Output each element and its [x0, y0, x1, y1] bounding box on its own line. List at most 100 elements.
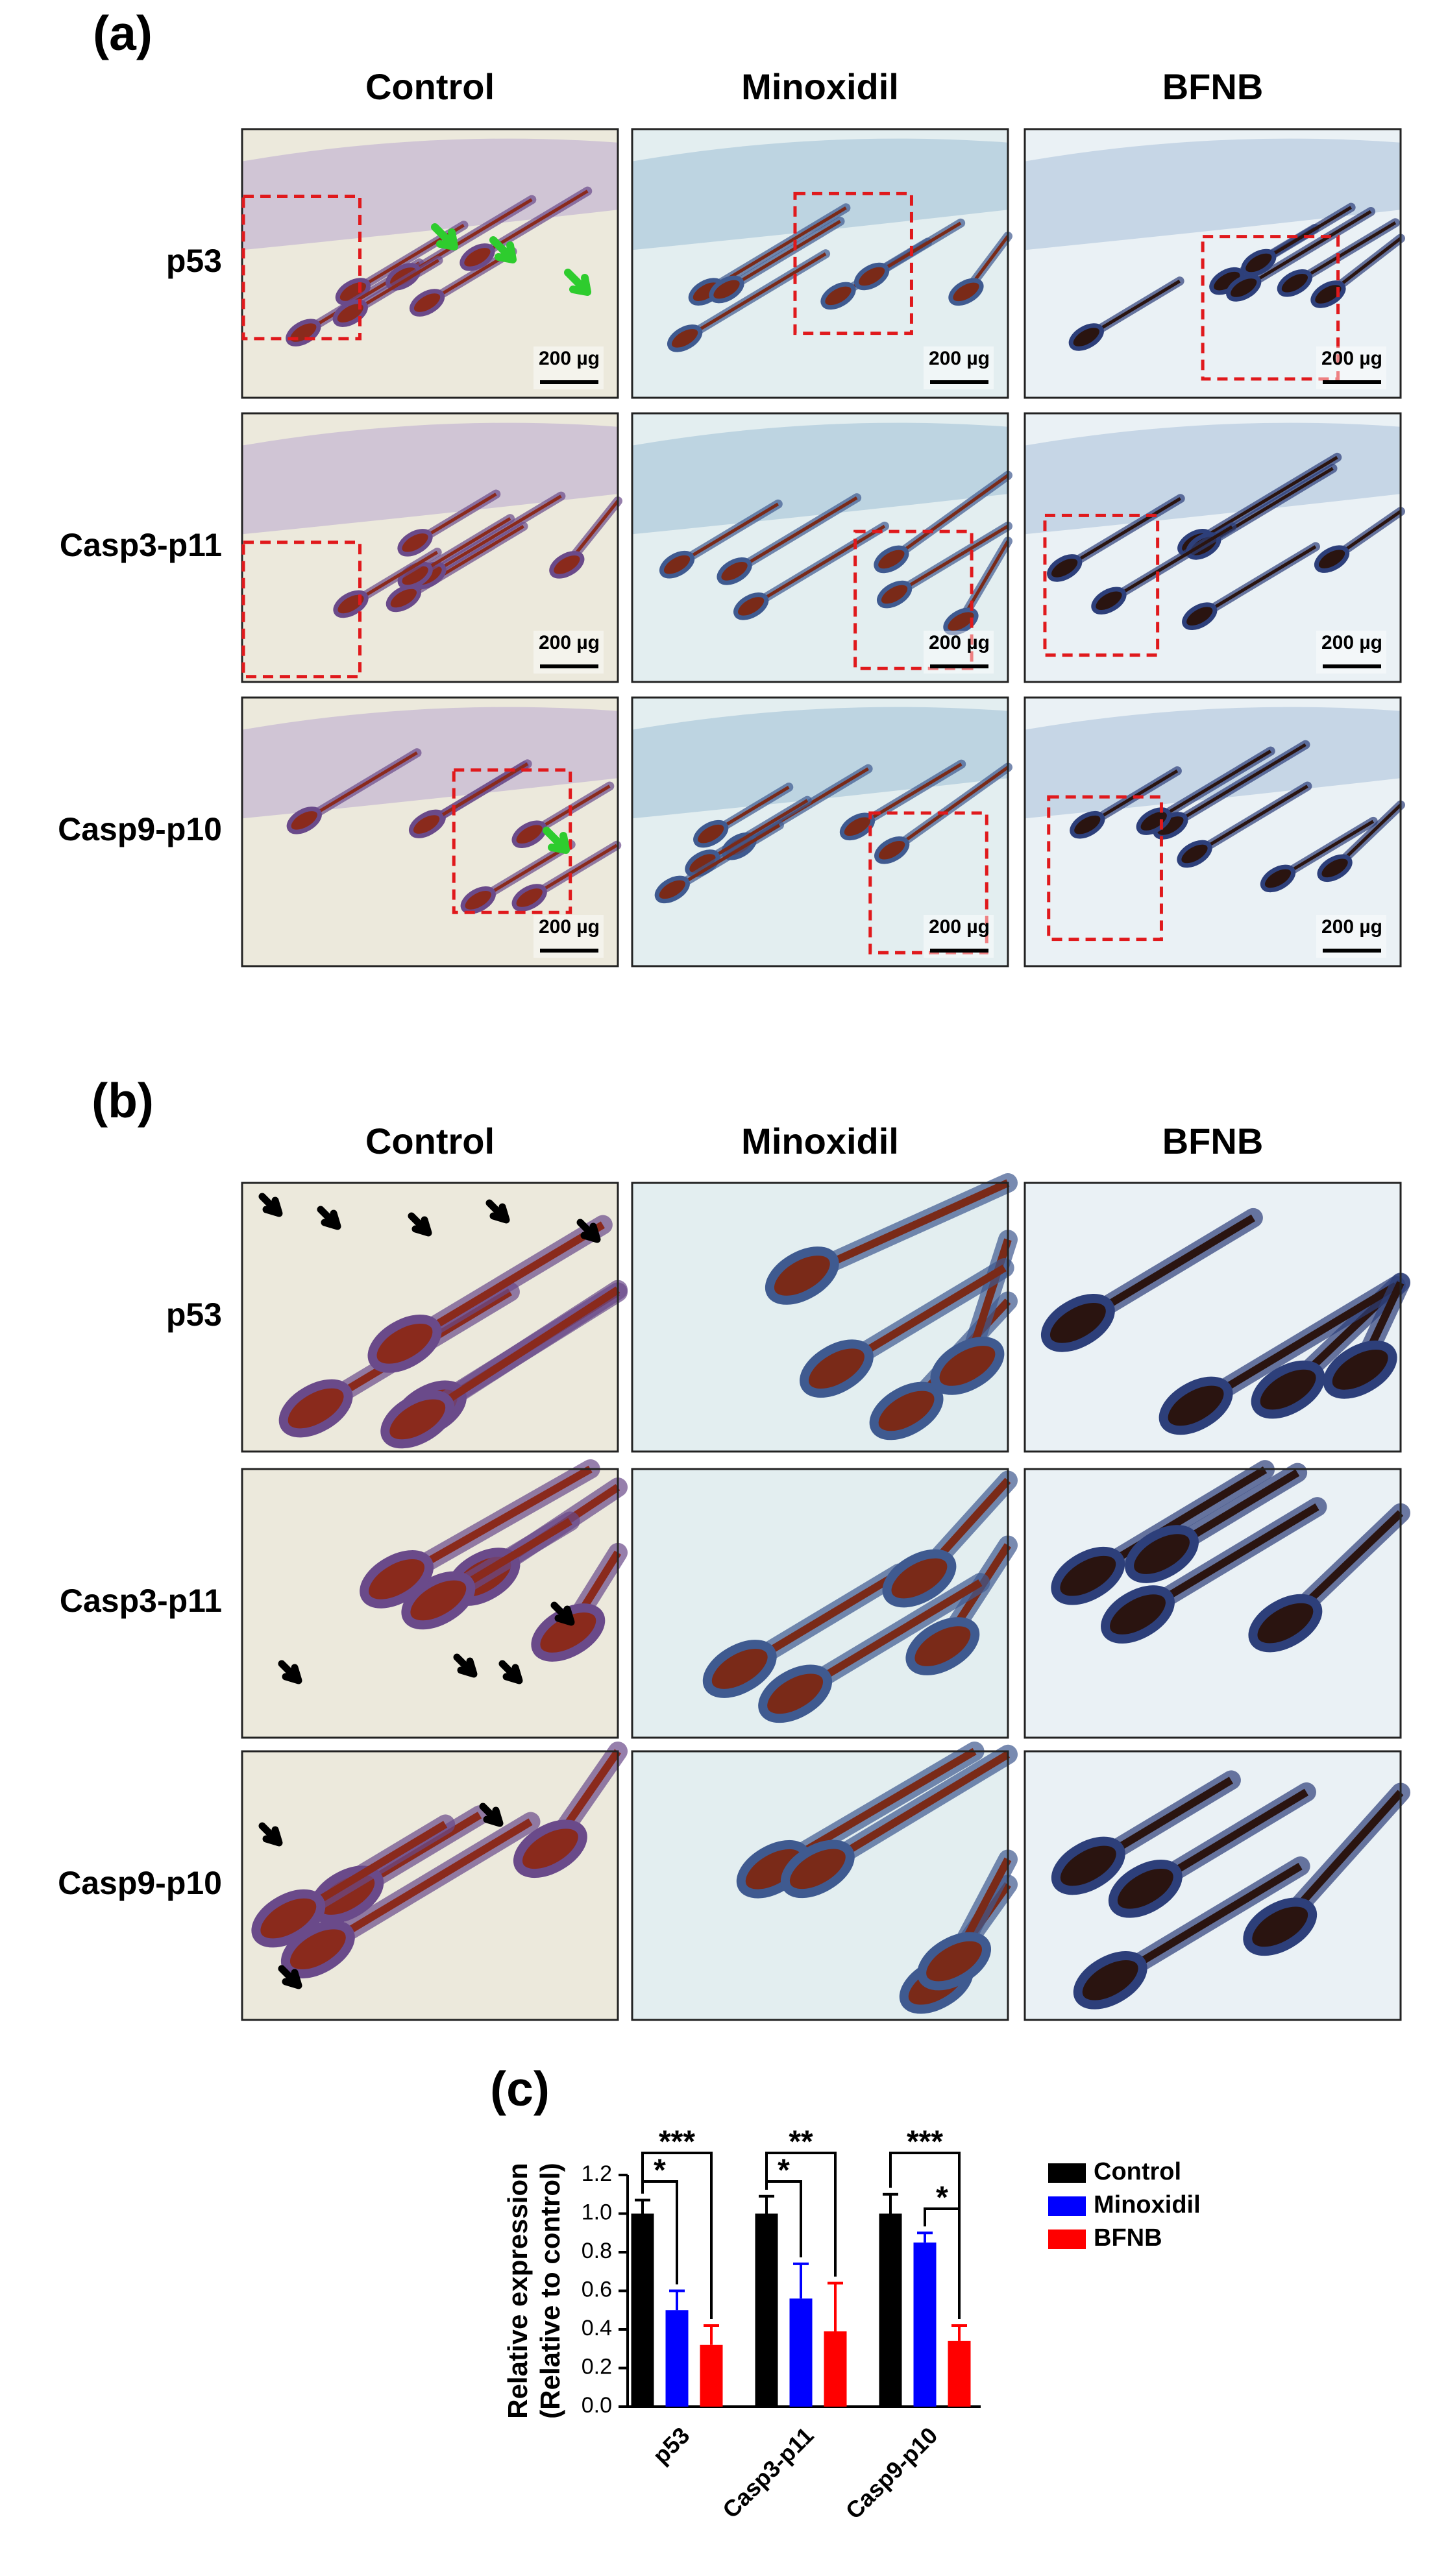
hair-bulb [513, 1819, 587, 1878]
column-header: BFNB [1162, 66, 1264, 107]
error-bar [635, 2198, 650, 2214]
hair-bulb [717, 557, 752, 585]
hair-bulb [386, 584, 421, 613]
micrograph-frame [1024, 412, 1402, 683]
panel-label: (a) [93, 6, 153, 60]
arrow [576, 1219, 601, 1243]
micrograph-frame [241, 128, 619, 399]
micrograph-frame [241, 1750, 619, 2021]
hair-bulb [1159, 1376, 1233, 1435]
hair-bulb [1314, 545, 1350, 573]
hair-bulb [1251, 1360, 1325, 1419]
hair-bulb [397, 529, 433, 557]
roi-box [1043, 513, 1160, 657]
hair-core [1242, 210, 1372, 289]
hair-core [303, 751, 418, 822]
hair-core [733, 496, 858, 573]
hair-core [683, 252, 827, 340]
legend-label: BFNB [1094, 2224, 1162, 2252]
arrow [550, 1601, 575, 1626]
hair-core [425, 762, 528, 826]
error-bar [917, 2231, 933, 2243]
hair-bulb [251, 1889, 326, 1948]
micrograph [1024, 1182, 1410, 1453]
hair-bulb [758, 1664, 833, 1723]
micrograph-frame [1024, 1182, 1402, 1453]
hair-bulb [869, 1381, 944, 1440]
scale-bar-label: 200 µg [1321, 916, 1382, 938]
micrograph-frame [1024, 696, 1402, 967]
arrow [498, 1660, 523, 1684]
bar [665, 2310, 689, 2407]
hair-bulb [874, 836, 910, 864]
significance-bracket [641, 2152, 713, 2320]
hair-bulb [800, 1339, 874, 1398]
arrow [317, 1206, 341, 1230]
legend-swatch [1048, 2196, 1086, 2216]
micrograph-frame [631, 412, 1009, 683]
epidermis [632, 422, 1008, 535]
micrograph-frame [241, 1182, 619, 1453]
micrograph [241, 1459, 628, 1739]
micrograph-frame [631, 128, 1009, 399]
scale-bar-label: 200 µg [929, 632, 990, 653]
column-header: Control [365, 1121, 495, 1161]
micrograph [1024, 412, 1405, 683]
hair-core [1194, 784, 1308, 856]
hair-bulb [874, 545, 909, 574]
hair-bulb [1040, 1294, 1115, 1352]
column-header: BFNB [1162, 1121, 1264, 1161]
hair-bulb [1248, 1594, 1323, 1653]
arrow [453, 1653, 478, 1678]
arrow [431, 223, 458, 250]
hair-bulb [460, 243, 495, 271]
micrograph-frame [631, 1468, 1009, 1739]
hair-core [1170, 743, 1306, 827]
micrograph-bg [632, 1183, 1008, 1452]
micrograph [1024, 696, 1405, 967]
roi-box [1201, 235, 1340, 381]
panel-label: (b) [92, 1073, 154, 1128]
bar [631, 2213, 654, 2407]
scale-bar-label: 200 µg [1321, 632, 1382, 653]
micrograph-frame [241, 696, 619, 967]
scale-bar-label: 200 µg [1321, 348, 1382, 369]
hair-bulb [854, 262, 890, 291]
hair-core [1194, 456, 1338, 544]
hair-core [702, 799, 809, 865]
micrograph-frame [241, 1468, 619, 1739]
epidermis [1025, 422, 1401, 535]
hair-core [315, 1818, 533, 1953]
roi-box [1047, 795, 1163, 942]
hair-bulb [765, 1246, 839, 1305]
legend-label: Minoxidil [1094, 2191, 1201, 2218]
arrow [543, 827, 570, 854]
y-axis-label: (Relative to control) [535, 2163, 565, 2418]
epidermis [242, 707, 618, 819]
row-label: p53 [166, 243, 222, 279]
arrow [564, 269, 591, 296]
row-label: Casp3-p11 [60, 527, 222, 563]
micrograph [631, 1742, 1018, 2021]
hair-core [1294, 221, 1397, 285]
arrow [489, 236, 517, 263]
micrograph-frame [1024, 1468, 1402, 1739]
scale-bar-label: 200 µg [539, 632, 600, 653]
y-tick-label: 1.0 [582, 2200, 612, 2224]
hair-bulb [930, 1337, 1005, 1395]
micrograph [241, 412, 622, 683]
micrograph [241, 1742, 628, 2021]
x-tick-label: Casp3-p11 [717, 2422, 818, 2523]
hair-core [893, 524, 1009, 596]
micrograph [1024, 1750, 1410, 2021]
micrograph-frame [631, 1750, 1009, 2021]
bar [700, 2344, 723, 2407]
hair-bulb [820, 282, 856, 310]
y-axis-label: Relative expression [502, 2163, 533, 2419]
roi-box [241, 195, 362, 341]
hair-bulb [1241, 249, 1277, 277]
hair-bulb [733, 592, 769, 620]
micrograph [1024, 1460, 1410, 1739]
micrograph [631, 1173, 1018, 1453]
